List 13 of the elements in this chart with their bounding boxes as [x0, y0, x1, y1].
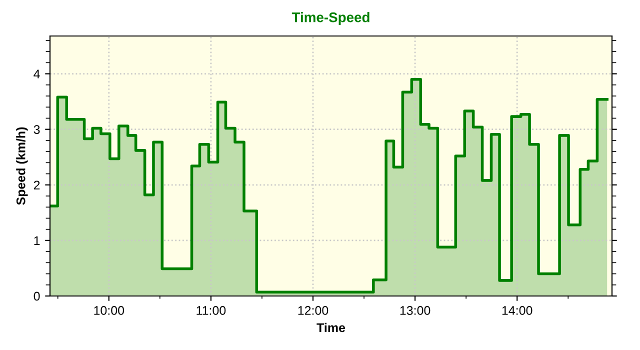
y-tick-label: 2 [34, 180, 40, 190]
x-tick-label: 12:00 [298, 306, 328, 315]
y-tick-label: 3 [34, 125, 40, 134]
chart-title: Time-Speed [292, 12, 370, 25]
x-tick-label: 14:00 [502, 306, 532, 315]
x-axis-title: Time [316, 322, 346, 332]
y-tick-label: 0 [34, 292, 40, 301]
x-tick-label: 10:00 [94, 306, 124, 315]
y-tick-label: 4 [34, 70, 40, 78]
x-tick-label: 11:00 [196, 306, 226, 315]
x-tick-label: 13:00 [400, 306, 430, 315]
y-tick-label: 1 [34, 236, 40, 245]
y-axis-title: Speed (km/h) [16, 127, 28, 205]
